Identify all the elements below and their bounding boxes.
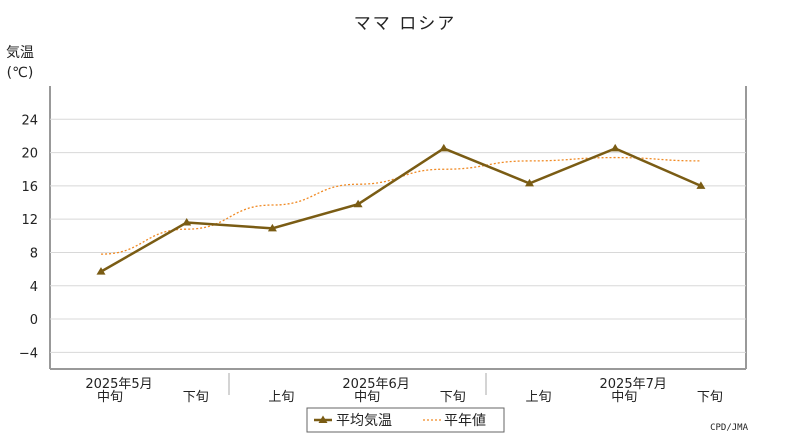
series-avg-point xyxy=(182,218,192,226)
x-tick-label: 中旬 xyxy=(354,390,380,405)
series-normal-line xyxy=(100,156,701,255)
legend-label-normal: 平年値 xyxy=(444,413,486,429)
y-axis-unit: (℃) xyxy=(7,65,34,81)
credit-text: CPD/JMA xyxy=(710,423,749,433)
x-tick-label: 下旬 xyxy=(440,390,466,405)
y-tick-label: 16 xyxy=(21,180,38,195)
y-tick-label: 4 xyxy=(30,280,38,295)
x-axis: 中旬 下旬 上旬 中旬 下旬 上旬 中旬 下旬 2025年5月 2025年6月 2025年7月 xyxy=(85,373,723,405)
plot-area xyxy=(49,86,747,370)
y-tick-label: 24 xyxy=(21,113,38,128)
x-tick-label: 下旬 xyxy=(697,390,723,405)
series-avg-point xyxy=(353,199,363,208)
x-tick-label: 上旬 xyxy=(525,390,551,405)
x-month-label: 2025年6月 xyxy=(342,377,409,392)
legend: 平均気温 平年値 xyxy=(306,407,505,433)
gridlines xyxy=(50,118,746,353)
series-avg-point xyxy=(610,143,620,152)
series-avg-point xyxy=(696,181,706,189)
legend-box xyxy=(306,407,505,433)
series-layer xyxy=(96,143,706,275)
series-avg-line xyxy=(100,147,702,273)
x-month-label: 2025年5月 xyxy=(85,377,152,392)
y-tick-label: −4 xyxy=(19,346,38,361)
x-month-label: 2025年7月 xyxy=(600,377,667,392)
legend-marker-avg xyxy=(318,415,328,423)
y-tick-label: 8 xyxy=(30,246,38,261)
y-tick-label: 12 xyxy=(21,213,38,228)
y-tick-label: 20 xyxy=(21,147,38,162)
x-tick-label: 上旬 xyxy=(268,390,294,405)
series-avg-point xyxy=(525,178,534,187)
y-axis-ticks: −4 0 4 8 12 16 20 24 xyxy=(19,113,38,361)
series-avg-point xyxy=(96,267,106,275)
plot-background xyxy=(50,86,746,369)
series-avg-point xyxy=(439,143,449,152)
legend-label-avg: 平均気温 xyxy=(336,413,392,429)
x-tick-label: 中旬 xyxy=(97,390,123,405)
chart-title: ママ ロシア xyxy=(354,14,456,34)
x-tick-label: 中旬 xyxy=(611,390,637,405)
x-tick-label: 下旬 xyxy=(183,390,209,405)
y-tick-label: 0 xyxy=(30,313,38,328)
series-avg-point xyxy=(267,223,277,232)
y-axis-label: 気温 xyxy=(6,45,34,61)
